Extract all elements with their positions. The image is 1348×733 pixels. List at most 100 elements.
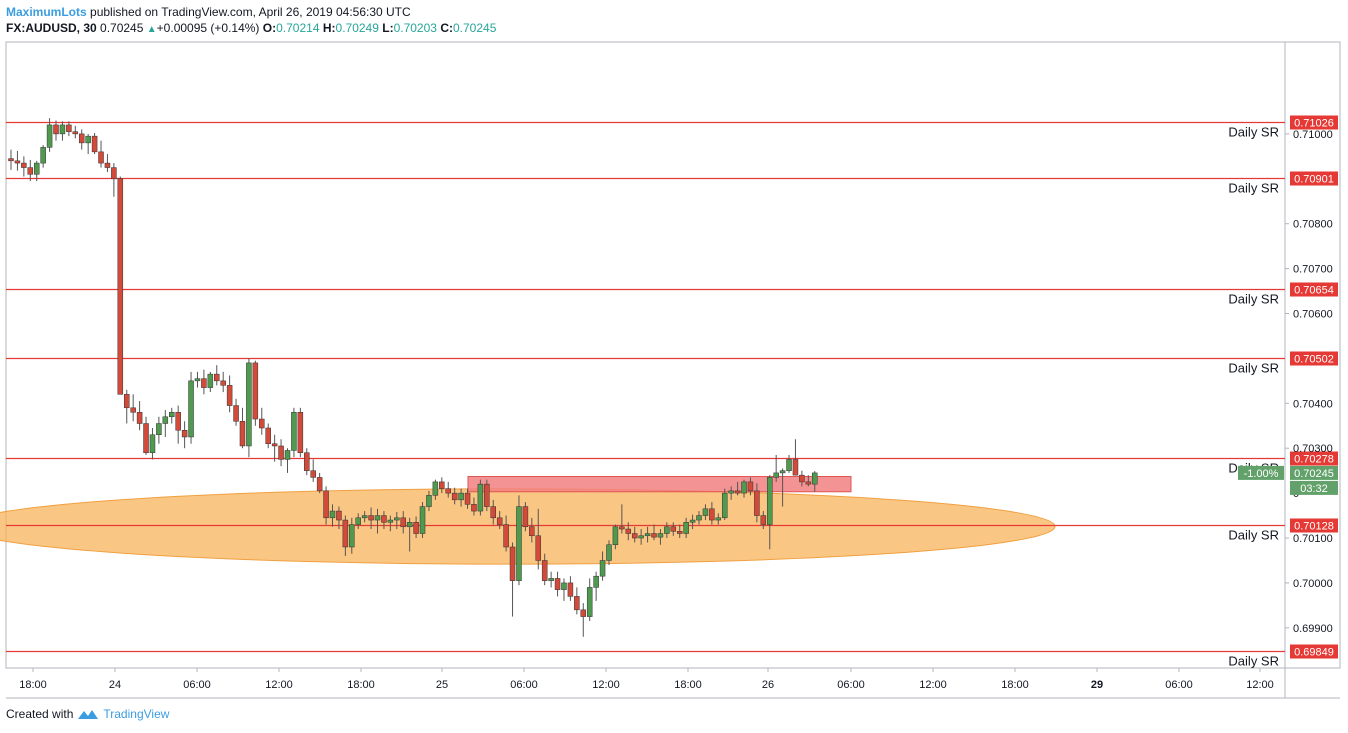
- candle-body: [631, 533, 638, 539]
- symbol-label: FX:AUDUSD, 30: [6, 21, 97, 35]
- candle-body: [458, 492, 464, 501]
- time-tick-label: 06:00: [510, 679, 538, 691]
- sr-price-tag-text: 0.70278: [1294, 454, 1334, 466]
- candle-body: [400, 517, 406, 528]
- candle-body: [8, 158, 14, 162]
- candle-body: [535, 535, 542, 561]
- sr-label: Daily SR: [1228, 292, 1279, 307]
- candle-body: [419, 506, 426, 534]
- candle-body: [181, 429, 188, 438]
- candle-body: [214, 373, 220, 382]
- candle-body: [792, 459, 799, 476]
- close-label: C:: [440, 21, 453, 35]
- candle-body: [304, 452, 310, 471]
- candle-body: [239, 421, 246, 447]
- candle-body: [323, 490, 329, 519]
- candle-body: [599, 560, 606, 577]
- candle-body: [123, 394, 130, 409]
- current-price-text: 0.70245: [1294, 468, 1334, 480]
- sr-price-tag: [1290, 451, 1338, 466]
- candle-body: [406, 522, 413, 528]
- candle-body: [664, 526, 670, 534]
- candle-body: [554, 578, 561, 590]
- time-tick-label: 26: [762, 679, 774, 691]
- candle-body: [484, 483, 490, 507]
- time-tick-label: 24: [109, 679, 121, 691]
- high-label: H:: [322, 21, 336, 35]
- candle-body: [361, 515, 368, 519]
- candle-body: [310, 470, 316, 478]
- candle-body: [689, 519, 696, 523]
- candle-body: [766, 477, 773, 525]
- candle-body: [676, 531, 683, 534]
- price-tick-label: 0.70400: [1293, 398, 1333, 410]
- high-value: 0.70249: [335, 21, 379, 35]
- tradingview-brand-link[interactable]: TradingView: [103, 707, 170, 721]
- candle-body: [194, 378, 201, 382]
- time-tick-label: 29: [1091, 679, 1103, 691]
- candle-body: [265, 427, 271, 444]
- candle-body: [625, 528, 632, 534]
- publish-line: MaximumLots published on TradingView.com…: [6, 4, 496, 20]
- time-tick-label: 06:00: [837, 679, 865, 691]
- candle-body: [252, 362, 259, 420]
- close-value: 0.70245: [452, 21, 497, 35]
- candle-body: [567, 582, 574, 597]
- candle-body: [40, 147, 46, 164]
- sr-price-tag: [1290, 171, 1338, 186]
- price-tick-label: 0.69900: [1293, 623, 1333, 635]
- candle-body: [66, 124, 72, 132]
- candle-body: [721, 492, 728, 519]
- price-tick-label: 0.70000: [1293, 578, 1333, 590]
- candle-body: [342, 519, 349, 548]
- candle-body: [812, 472, 818, 485]
- time-tick-label: 06:00: [183, 679, 211, 691]
- candle-body: [477, 483, 484, 512]
- candle-body: [445, 488, 451, 494]
- candle-body: [111, 167, 117, 180]
- candle-body: [586, 587, 593, 617]
- candle-body: [355, 517, 361, 525]
- candle-body: [220, 380, 226, 386]
- sr-price-tag-text: 0.70654: [1294, 285, 1334, 297]
- low-label: L:: [382, 21, 394, 35]
- open-value: 0.70214: [276, 21, 320, 35]
- sr-price-tag: [1290, 115, 1338, 130]
- candle-body: [580, 609, 587, 617]
- candle-body: [136, 412, 143, 424]
- candle-body: [169, 412, 175, 418]
- candle-body: [509, 546, 516, 581]
- candle-body: [728, 490, 734, 494]
- candle-body: [72, 131, 79, 135]
- sr-price-tag: [1290, 282, 1338, 297]
- current-price-tag: [1290, 465, 1338, 480]
- sr-price-tag: [1290, 644, 1338, 659]
- chart-header: MaximumLots published on TradingView.com…: [6, 4, 496, 38]
- candle-body: [541, 560, 548, 581]
- time-tick-label: 12:00: [1246, 679, 1274, 691]
- change-arrow-icon: ▲: [146, 24, 157, 35]
- created-with-text: Created with: [6, 707, 74, 721]
- sr-label: Daily SR: [1228, 654, 1279, 669]
- candle-body: [657, 533, 664, 538]
- price-tick-label: 0.70800: [1293, 219, 1333, 231]
- candle-body: [529, 526, 535, 537]
- candle-body: [760, 515, 767, 525]
- candle-body: [21, 162, 27, 168]
- time-tick-label: 12:00: [265, 679, 293, 691]
- candle-body: [574, 596, 580, 611]
- author-link[interactable]: MaximumLots: [6, 5, 87, 19]
- candle-body: [53, 124, 59, 135]
- candle-body: [259, 418, 265, 429]
- countdown-text: 03:32: [1300, 483, 1328, 495]
- candle-body: [747, 481, 754, 492]
- candle-body: [439, 481, 445, 489]
- candle-body: [297, 412, 304, 453]
- candle-body: [201, 378, 207, 388]
- candle-body: [46, 124, 53, 148]
- sr-price-tag-text: 0.70901: [1294, 174, 1334, 186]
- candle-body: [670, 526, 677, 532]
- candle-body: [278, 445, 284, 460]
- time-tick-label: 12:00: [592, 679, 620, 691]
